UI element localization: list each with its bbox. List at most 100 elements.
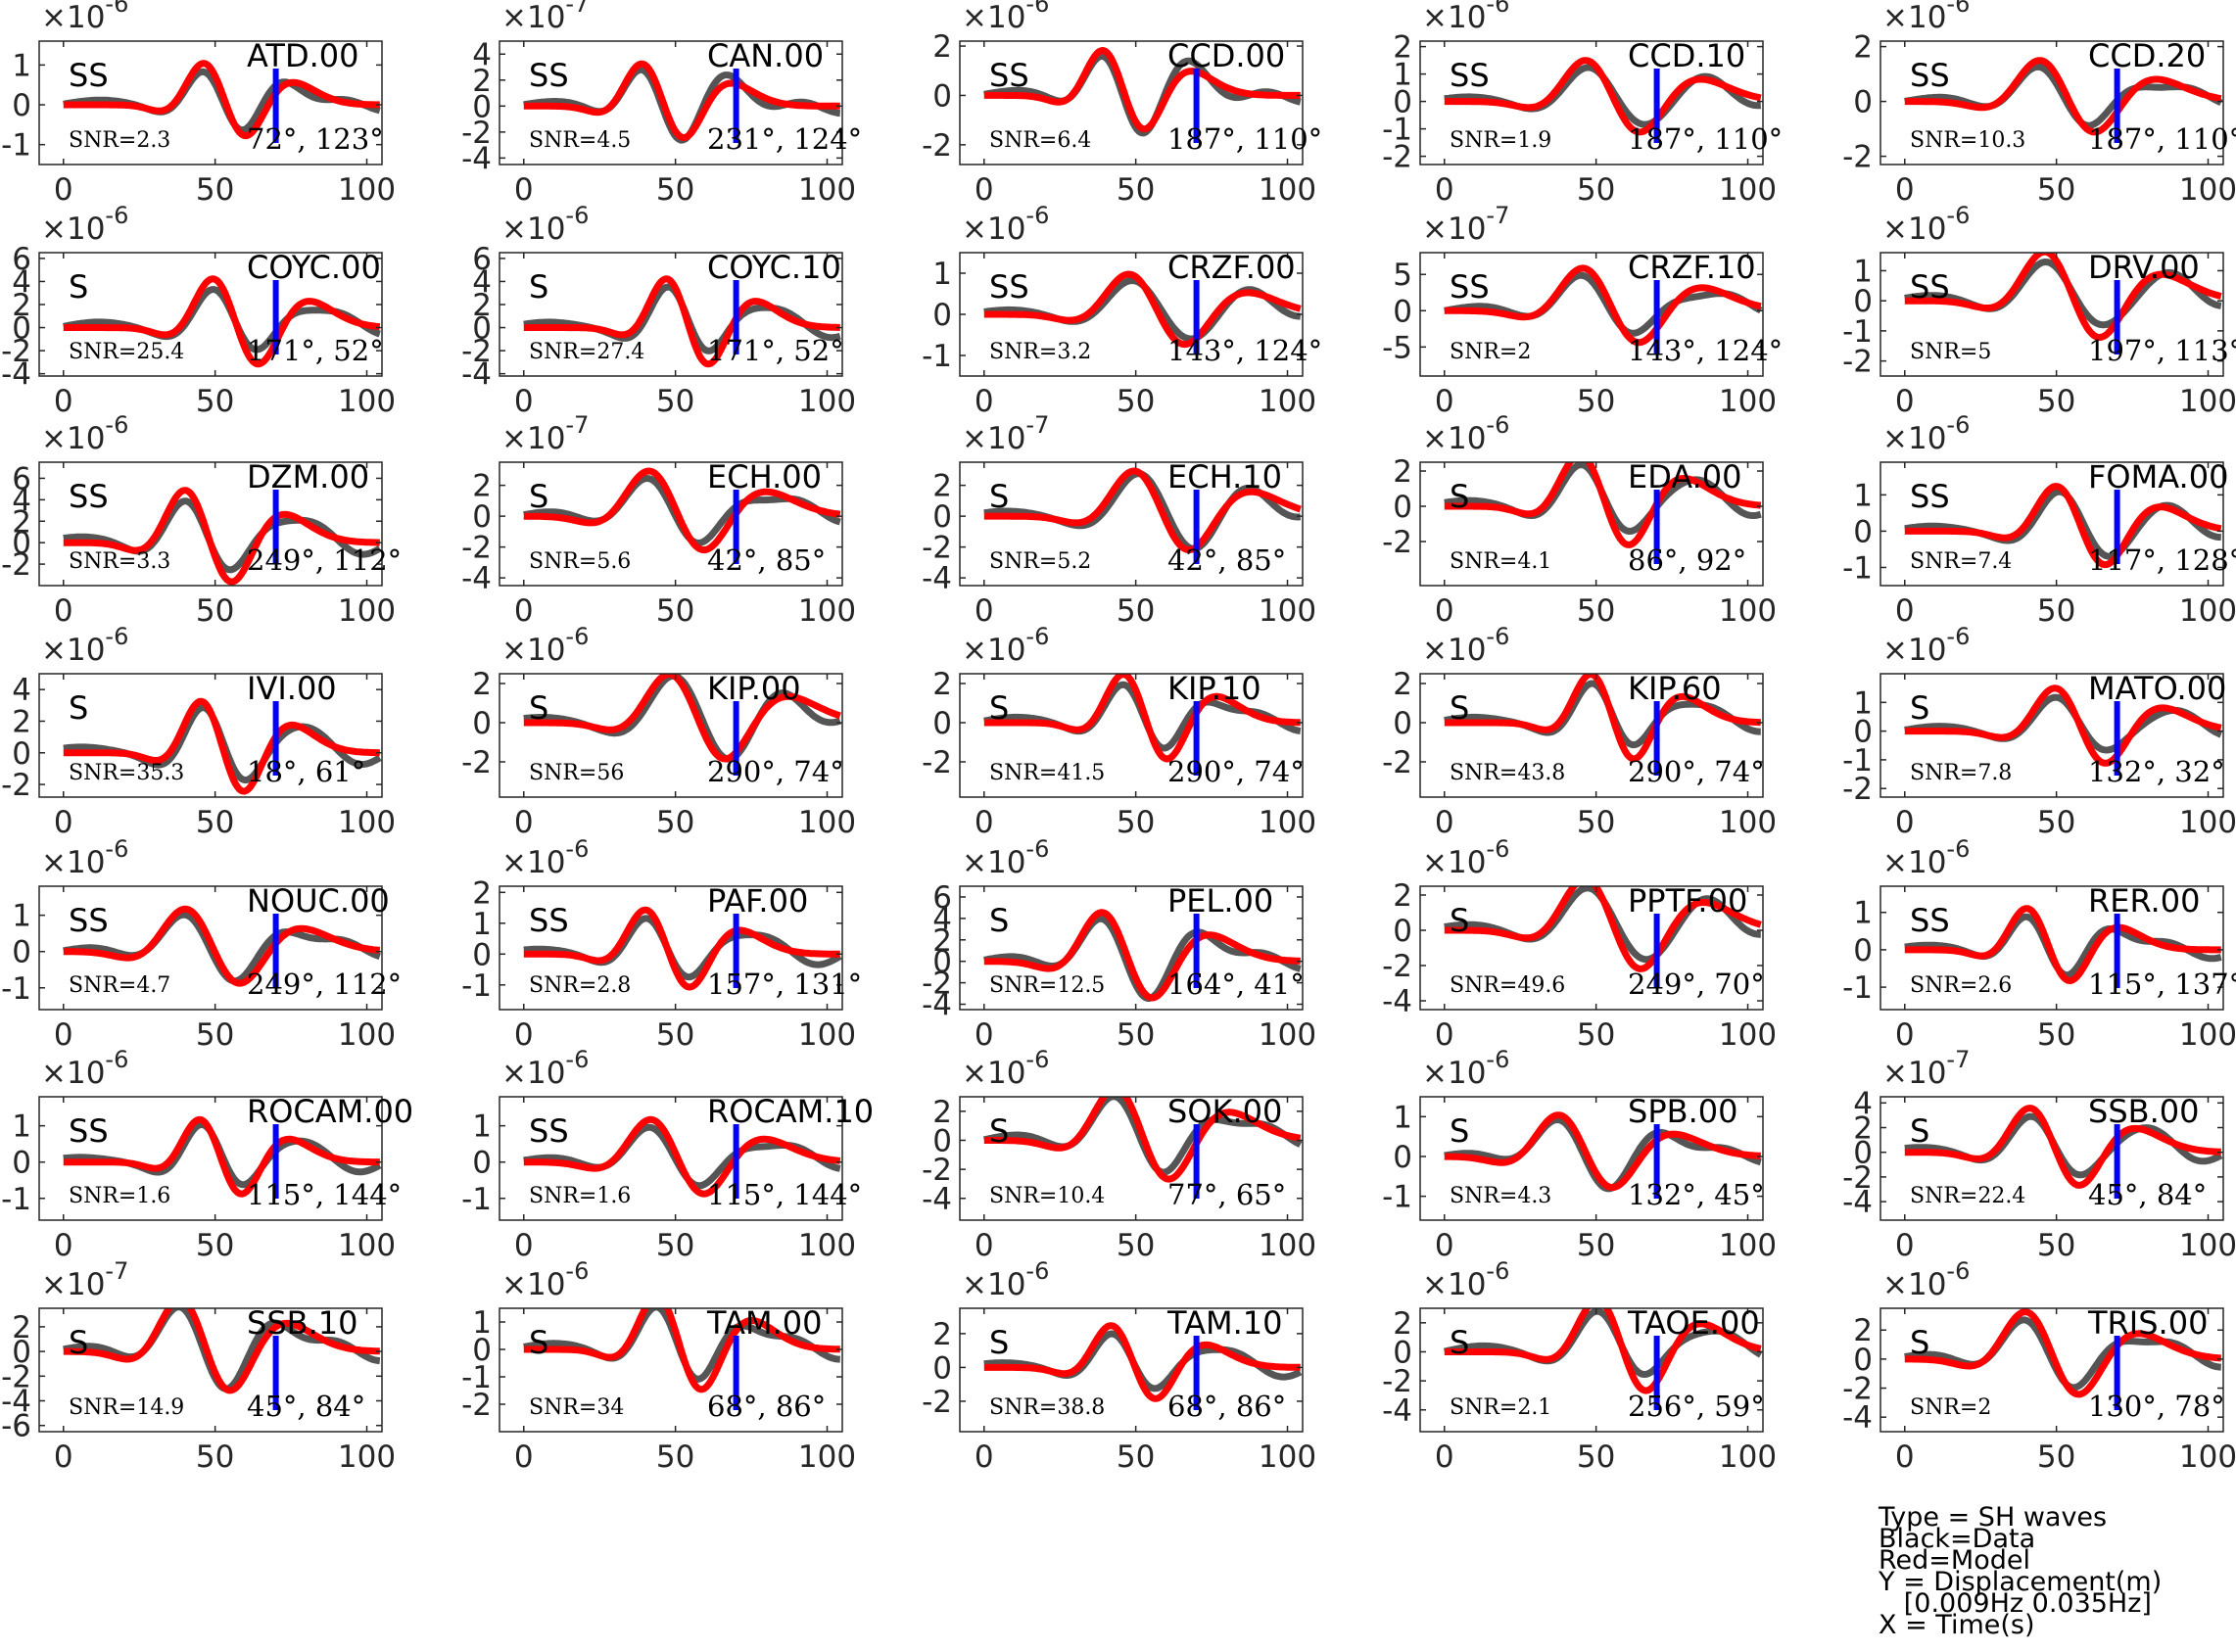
phase-label: SS [989,268,1029,306]
axes-box [1419,885,1764,1011]
snr-label: SNR=56 [529,761,624,785]
x-tick-label: 50 [196,384,234,419]
y-exponent: ×10-6 [962,835,1049,880]
y-tick-label: 0 [1393,1140,1412,1175]
x-tick-label: 50 [1577,593,1615,629]
y-tick-label: 0 [12,1335,31,1370]
snr-label: SNR=6.4 [989,128,1091,153]
axes-box [38,1096,383,1221]
angles-label: 249°, 112° [247,543,402,577]
axes-box [1419,1096,1764,1221]
x-tick-label: 0 [514,805,534,840]
model-trace [62,487,382,586]
y-tick-label: -4 [922,988,952,1023]
phase-label: S [989,478,1009,515]
x-tick-label: 0 [1895,593,1915,629]
axes-box [38,461,383,587]
axes-box [1879,252,2224,377]
axes-box [38,252,383,377]
axes-box [499,40,843,165]
x-tick-label: 100 [338,1440,396,1475]
y-exponent: ×10-6 [1422,835,1509,880]
panel-ccd-20: 0 50 100 -2 0 2 ×10-6 SS CCD.20 SNR=10.3 187°, 110… [1842,0,2236,208]
y-exponent: ×10-6 [501,623,589,668]
snr-label: SNR=38.8 [989,1395,1105,1420]
angles-label: 231°, 124° [707,122,862,156]
y-tick-label: -1 [1382,1180,1412,1215]
y-exponent: ×10-6 [501,1257,589,1302]
x-tick-label: 100 [338,384,396,419]
phase-label: S [1450,902,1469,939]
snr-label: SNR=4.5 [529,128,631,153]
station-label: COYC.00 [247,249,381,286]
x-tick-label: 0 [1435,1017,1454,1053]
model-trace [1903,1308,2223,1398]
y-exponent: ×10-6 [1882,0,1970,35]
y-tick-label: 4 [472,264,492,300]
x-tick-label: 100 [2179,1440,2236,1475]
x-tick-label: 50 [2037,384,2075,419]
y-tick-label: 2 [12,504,31,540]
model-trace [522,1115,842,1198]
y-tick-label: 0 [12,311,31,347]
y-tick-label: -2 [1842,140,1873,175]
phase-label: S [69,268,88,306]
y-tick-label: -1 [461,1360,492,1395]
phase-label: SS [1910,902,1950,939]
station-label: CCD.20 [2088,37,2206,74]
axes-box [499,885,843,1011]
y-tick-label: 1 [1853,254,1873,289]
x-tick-label: 50 [2037,1017,2075,1053]
snr-label: SNR=7.4 [1910,549,2012,574]
angles-label: 42°, 85° [707,543,826,577]
axes-box [1879,1307,2224,1433]
angles-label: 290°, 74° [1628,755,1765,788]
angles-label: 249°, 112° [247,968,402,1001]
y-tick-label: -2 [1382,745,1412,780]
snr-label: SNR=14.9 [69,1395,184,1420]
station-label: SOK.00 [1167,1093,1282,1130]
y-tick-label: 0 [1393,1335,1412,1370]
x-tick-label: 50 [1117,1017,1155,1053]
y-tick-label: -4 [1842,1400,1873,1436]
phase-label: SS [529,1112,569,1150]
station-label: EDA.00 [1628,458,1742,496]
y-tick-label: -1 [1842,970,1873,1006]
station-label: CCD.00 [1167,37,1285,74]
y-tick-label: 0 [12,526,31,561]
model-trace [1903,57,2223,136]
y-exponent: ×10-6 [1422,623,1509,668]
panel-atd-00: 0 50 100 -1 0 1 ×10-6 SS ATD.00 SNR=2.3 72°, 123° [1,0,396,208]
legend-line: Black=Data [1879,1524,2035,1554]
y-tick-label: 1 [1393,1100,1412,1135]
y-tick-label: 2 [1853,1111,1873,1147]
y-exponent: ×10-6 [1422,0,1509,35]
y-tick-label: 0 [1853,1136,1873,1171]
y-tick-label: 2 [472,469,492,504]
x-tick-label: 100 [798,1017,856,1053]
y-tick-label: -2 [461,116,492,151]
snr-label: SNR=2.8 [529,973,631,998]
angles-label: 143°, 124° [1167,334,1322,367]
x-tick-label: 100 [1259,384,1316,419]
y-tick-label: 1 [1853,896,1873,931]
y-exponent: ×10-7 [1422,202,1509,247]
station-label: MATO.00 [2088,670,2226,707]
angles-label: 171°, 52° [707,334,844,367]
y-tick-label: 2 [12,1310,31,1345]
y-tick-label: 0 [1853,284,1873,319]
x-tick-label: 0 [975,1228,994,1263]
y-tick-label: 4 [472,37,492,72]
y-tick-label: 0 [12,736,31,772]
y-tick-label: -4 [1,1385,31,1420]
y-tick-label: 1 [1853,685,1873,721]
y-tick-label: 1 [12,1109,31,1145]
